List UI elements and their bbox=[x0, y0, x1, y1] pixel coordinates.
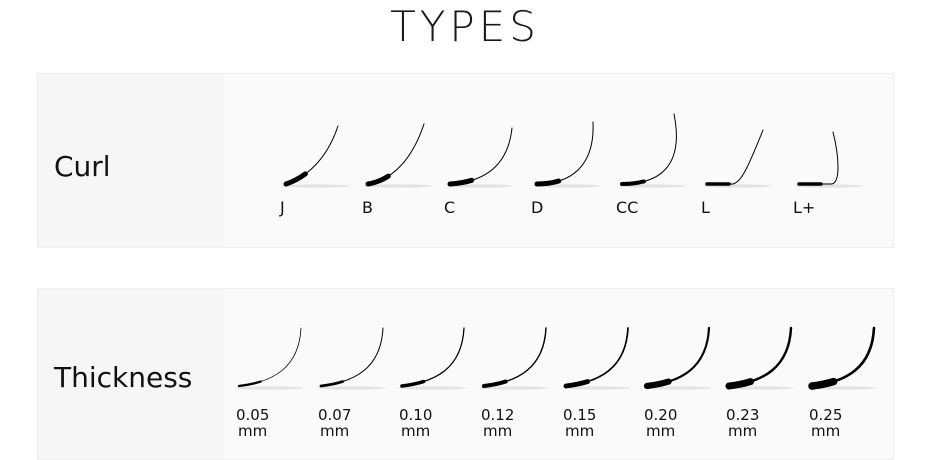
lash-base bbox=[808, 324, 878, 390]
thickness-value: 0.10 bbox=[399, 406, 433, 424]
thickness-unit: mm bbox=[320, 422, 350, 440]
lash-icon bbox=[235, 326, 303, 390]
lash-icon bbox=[795, 130, 863, 188]
curl-type-label: B bbox=[362, 198, 373, 217]
lash-base bbox=[319, 326, 385, 388]
curl-panel: Curl bbox=[37, 73, 894, 248]
thickness-value: 0.05 bbox=[236, 406, 270, 424]
lash-base bbox=[620, 112, 679, 186]
thickness-item bbox=[562, 325, 631, 390]
curl-type-label: D bbox=[531, 198, 544, 217]
lash-icon bbox=[643, 324, 713, 390]
lash-icon bbox=[398, 326, 466, 390]
thickness-item bbox=[398, 326, 466, 390]
thickness-panel: Thickness bbox=[37, 288, 894, 460]
lash-icon bbox=[480, 325, 549, 390]
thickness-heading: Thickness bbox=[54, 361, 193, 394]
curl-item-l-plus bbox=[795, 130, 863, 188]
lash-stroke bbox=[706, 129, 764, 185]
thickness-item bbox=[808, 324, 878, 390]
lash-icon bbox=[282, 123, 350, 188]
curl-type-label: C bbox=[444, 198, 456, 217]
lash-base bbox=[563, 325, 631, 389]
lash-icon bbox=[725, 324, 795, 390]
curl-item-j bbox=[282, 123, 350, 188]
curl-panel-content bbox=[224, 74, 893, 247]
curl-type-label: CC bbox=[616, 198, 639, 217]
thickness-unit: mm bbox=[646, 422, 676, 440]
thickness-value: 0.25 bbox=[809, 406, 843, 424]
lash-base bbox=[534, 119, 596, 187]
curl-item-d bbox=[533, 119, 601, 188]
lash-base bbox=[400, 326, 466, 388]
lash-shadow bbox=[282, 184, 350, 188]
lash-base bbox=[481, 325, 549, 389]
lash-icon bbox=[364, 121, 432, 188]
lash-base bbox=[725, 324, 795, 390]
thickness-unit: mm bbox=[565, 422, 595, 440]
lash-base bbox=[643, 324, 713, 390]
lash-icon bbox=[618, 112, 686, 188]
lash-shadow bbox=[446, 184, 514, 188]
lash-shadow bbox=[398, 386, 466, 390]
thickness-item bbox=[725, 324, 795, 390]
lash-icon bbox=[703, 128, 771, 188]
thickness-value: 0.23 bbox=[726, 406, 760, 424]
curl-heading: Curl bbox=[54, 150, 111, 183]
page-title: TYPES bbox=[390, 2, 540, 51]
lash-shadow bbox=[317, 386, 385, 390]
lash-shadow bbox=[643, 386, 711, 390]
thickness-item bbox=[235, 326, 303, 390]
thickness-unit: mm bbox=[401, 422, 431, 440]
lash-shadow bbox=[235, 386, 303, 390]
thickness-unit: mm bbox=[728, 422, 758, 440]
lash-icon bbox=[317, 326, 385, 390]
thickness-unit: mm bbox=[483, 422, 513, 440]
lash-icon bbox=[562, 325, 631, 390]
curl-type-label: L+ bbox=[793, 198, 816, 217]
lash-base bbox=[447, 125, 515, 187]
thickness-panel-content bbox=[224, 289, 893, 459]
lash-icon bbox=[446, 125, 515, 188]
thickness-value: 0.07 bbox=[318, 406, 352, 424]
curl-item-c bbox=[446, 125, 515, 188]
lash-shadow bbox=[562, 386, 630, 390]
lash-shadow bbox=[480, 386, 548, 390]
thickness-value: 0.15 bbox=[563, 406, 597, 424]
lash-icon bbox=[808, 324, 878, 390]
lash-shadow bbox=[364, 184, 432, 188]
curl-type-label: L bbox=[701, 198, 710, 217]
lash-base bbox=[365, 121, 427, 187]
thickness-unit: mm bbox=[811, 422, 841, 440]
curl-type-label: J bbox=[280, 198, 285, 217]
lash-base bbox=[283, 123, 341, 187]
lash-stroke bbox=[798, 131, 839, 185]
lash-icon bbox=[533, 119, 601, 188]
thickness-value: 0.12 bbox=[481, 406, 515, 424]
curl-item-b bbox=[364, 121, 432, 188]
thickness-unit: mm bbox=[238, 422, 268, 440]
thickness-item bbox=[643, 324, 713, 390]
thickness-item bbox=[317, 326, 385, 390]
curl-item-l bbox=[703, 128, 771, 188]
curl-item-cc bbox=[618, 112, 686, 188]
thickness-value: 0.20 bbox=[644, 406, 678, 424]
lash-base bbox=[237, 326, 303, 388]
thickness-item bbox=[480, 325, 549, 390]
